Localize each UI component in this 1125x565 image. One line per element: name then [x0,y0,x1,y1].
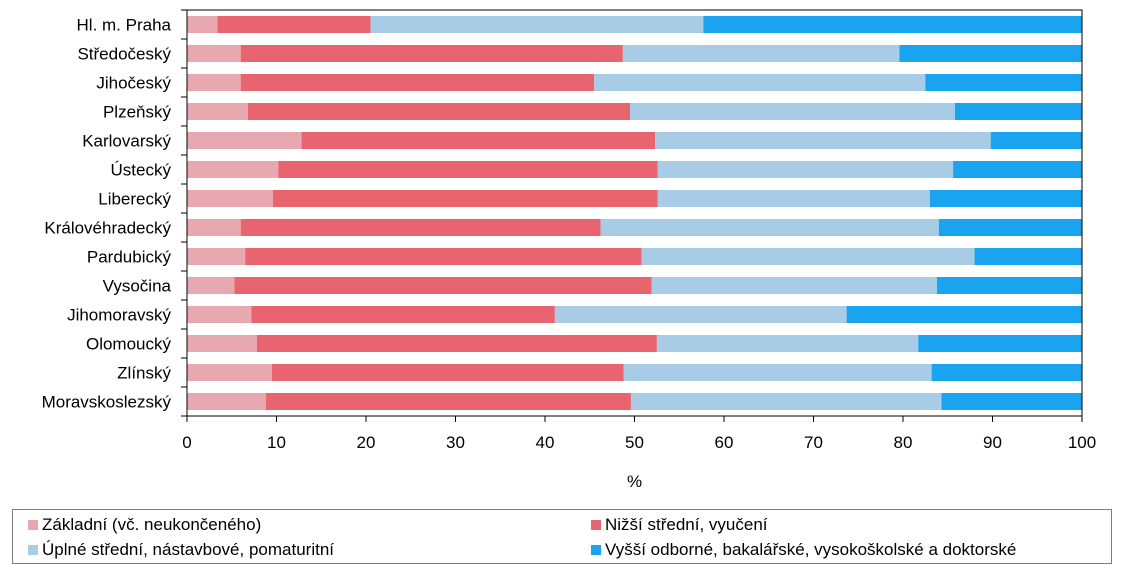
bar-segment [929,190,1082,207]
legend-label: Vyšší odborné, bakalářské, vysokoškolské… [605,540,1017,559]
bar-segment [187,393,266,410]
x-tick-label: 0 [182,433,191,452]
bar-segment [370,16,704,33]
bar-segment [217,16,371,33]
bar-segment [265,393,631,410]
y-tick-label: Jihomoravský [67,306,171,325]
y-tick-label: Jihočeský [96,74,171,93]
x-tick-label: 20 [357,433,376,452]
y-tick-label: Ústecký [111,161,172,180]
x-tick-label: 80 [894,433,913,452]
y-tick-label: Pardubický [87,248,172,267]
bar-segment [187,277,235,294]
y-tick-label: Královéhradecký [44,219,171,238]
bar-segment [187,74,241,91]
bar-segment [234,277,652,294]
y-tick-label: Karlovarský [82,132,171,151]
bar-segment [600,219,939,236]
bar-segment [187,103,248,120]
stacked-bar-chart: Hl. m. Praha Středočeský Jihočeský Plzeňský… [42,9,1096,491]
bar-segment [554,306,847,323]
legend: Základní (vč. neukončeného) Nižší středn… [12,509,1112,564]
y-tick-label: Zlínský [117,364,171,383]
legend-swatch [591,520,601,530]
plot-frame [186,9,1083,417]
bar-segment [954,103,1082,120]
bar-segment [187,190,273,207]
x-tick-label: 60 [715,433,734,452]
bar-segment [941,393,1082,410]
bar-segment [657,161,954,178]
bar-segment [187,45,241,62]
y-tick-label: Olomoucký [86,335,172,354]
x-tick-label: 10 [267,433,286,452]
bar-segment [594,74,926,91]
bar-segment [974,248,1082,265]
legend-swatch [591,545,601,555]
bar-segment [918,335,1082,352]
x-axis-label: % [627,472,642,491]
y-tick-label: Středočeský [77,45,171,64]
bar-segment [655,132,991,149]
x-tick-label: 100 [1068,433,1096,452]
bar-segment [272,364,624,381]
bar-segment [931,364,1082,381]
bar-segment [656,335,919,352]
legend-swatch [28,545,38,555]
bar-segment [623,364,932,381]
bar-segment [187,306,252,323]
bar-segment [240,45,623,62]
bar-segment [630,393,942,410]
x-tick-label: 50 [625,433,644,452]
bar-segment [938,219,1082,236]
bar-segment [187,161,279,178]
y-tick-label: Moravskoslezský [42,393,172,412]
x-tick-label: 70 [804,433,823,452]
x-tick-label: 30 [446,433,465,452]
bar-segment [630,103,955,120]
bar-segment [247,103,631,120]
bar-segment [187,16,218,33]
bar-segment [187,132,302,149]
bar-segment [240,219,601,236]
bar-segment [278,161,658,178]
bar-segment [245,248,642,265]
legend-label: Základní (vč. neukončeného) [42,515,262,534]
bar-segment [622,45,900,62]
legend-swatch [28,520,38,530]
bar-segment [990,132,1082,149]
bar-segment [899,45,1082,62]
bar-segment [953,161,1082,178]
legend-label: Úplné střední, nástavbové, pomaturitní [42,540,334,559]
y-tick-label: Liberecký [98,190,171,209]
x-tick-label: 40 [536,433,555,452]
legend-item-nizsi-stredni: Nižší střední, vyučení [591,515,768,535]
bar-segment [301,132,656,149]
bar-segment [187,364,273,381]
bar-segment [272,190,658,207]
bar-segment [187,248,246,265]
y-tick-label: Hl. m. Praha [77,16,172,35]
bar-segment [651,277,937,294]
legend-item-zakladni: Základní (vč. neukončeného) [28,515,261,535]
bar-segment [251,306,555,323]
bar-segment [187,335,257,352]
bar-segment [846,306,1082,323]
y-tick-label: Vysočina [103,277,172,296]
bar-segment [703,16,1082,33]
bar-segment [256,335,657,352]
bar-segment [657,190,930,207]
bar-segment [925,74,1083,91]
x-tick-label: 90 [983,433,1002,452]
y-tick-label: Plzeňský [103,103,172,122]
legend-item-vyssi-odborne: Vyšší odborné, bakalářské, vysokoškolské… [591,540,1016,560]
legend-label: Nižší střední, vyučení [605,515,768,534]
bar-segment [641,248,975,265]
bar-segment [187,219,241,236]
bar-segment [937,277,1082,294]
bar-segment [240,74,595,91]
legend-item-uplne-stredni: Úplné střední, nástavbové, pomaturitní [28,540,334,560]
